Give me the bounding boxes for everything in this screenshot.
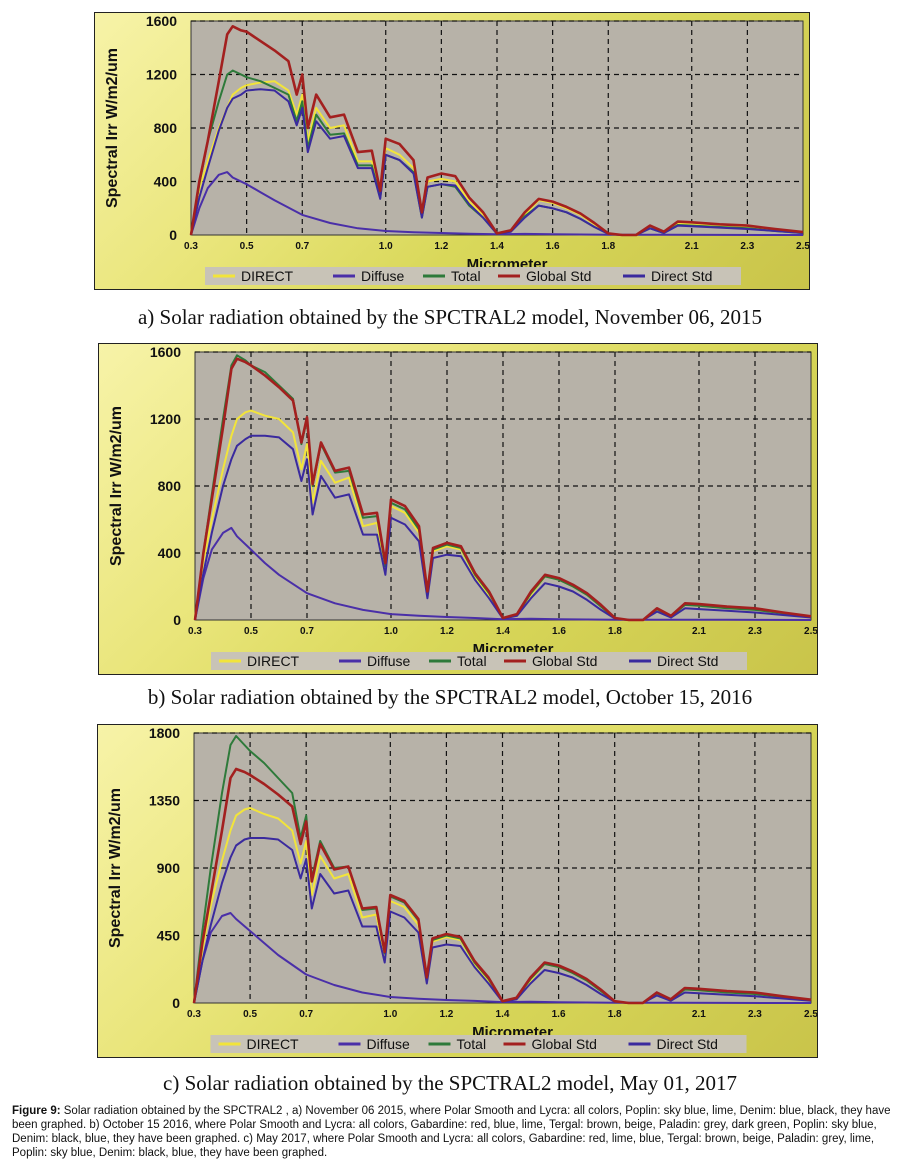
x-tick-label: 1.8: [608, 626, 622, 637]
chart-frame-b: 0 400 800 1200 1600 0.3 0.5 0.7 1.0 1.2 1.4 1.6 1.8 2…: [98, 343, 818, 675]
y-tick-label: 0: [169, 227, 177, 243]
x-tick-label: 2.3: [748, 626, 762, 637]
caption-b: b) Solar radiation obtained by the SPCTR…: [147, 685, 753, 709]
y-tick-label: 1800: [149, 725, 180, 741]
x-tick-label: 1.0: [384, 626, 398, 637]
x-tick-label: 1.8: [601, 241, 615, 252]
legend-label: Total: [451, 268, 481, 284]
y-tick-label: 0: [173, 612, 181, 628]
legend: DIRECT Diffuse Total Global Std Direct Std: [210, 1035, 747, 1053]
x-tick-label: 0.3: [188, 626, 202, 637]
x-tick-label: 2.1: [692, 1009, 706, 1020]
series-line-diffuse: [194, 526, 812, 621]
y-tick-label: 800: [154, 120, 178, 136]
y-tick-label: 1200: [150, 411, 181, 427]
y-tick-label: 450: [157, 928, 181, 944]
legend-background: [211, 652, 747, 670]
y-tick-label: 1600: [146, 13, 177, 29]
x-tick-label: 1.6: [552, 1009, 566, 1020]
y-tick-label: 0: [172, 995, 180, 1011]
series-line-diffuse: [193, 912, 812, 1004]
legend-label: Global Std: [532, 653, 597, 669]
x-tick-label: 1.2: [434, 241, 448, 252]
chart-frame-c: 0 450 900 1350 1800 0.3 0.5 0.7 1.0 1.2 1.4 1.6 1.8 2…: [97, 724, 818, 1058]
x-tick-label: 1.4: [490, 241, 504, 252]
y-tick-label: 900: [157, 860, 181, 876]
x-tick-label: 2.5: [804, 1009, 818, 1020]
legend-label: Total: [457, 1036, 487, 1052]
x-tick-label: 0.3: [187, 1009, 201, 1020]
legend-label: DIRECT: [247, 653, 300, 669]
x-tick-label: 2.5: [796, 241, 810, 252]
y-axis-label: Spectral Irr W/m2/um: [108, 406, 125, 566]
x-tick-label: 1.0: [383, 1009, 397, 1020]
x-tick-label: 1.2: [439, 1009, 453, 1020]
y-tick-label: 400: [154, 174, 178, 190]
legend-label: Diffuse: [367, 1036, 411, 1052]
legend: DIRECT Diffuse Total Global Std Direct Std: [205, 267, 741, 285]
x-tick-label: 1.4: [496, 1009, 510, 1020]
x-tick-label: 1.0: [379, 241, 393, 252]
y-tick-label: 400: [158, 545, 182, 561]
x-tick-label: 0.5: [240, 241, 254, 252]
legend-label: DIRECT: [241, 268, 294, 284]
x-tick-label: 0.7: [295, 241, 309, 252]
x-tick-label: 2.3: [748, 1009, 762, 1020]
x-tick-label: 0.3: [184, 241, 198, 252]
x-tick-label: 1.4: [496, 626, 510, 637]
legend-label: Total: [457, 653, 487, 669]
x-tick-label: 0.5: [244, 626, 258, 637]
y-tick-label: 800: [158, 478, 182, 494]
legend-label: Diffuse: [361, 268, 405, 284]
legend-label: Diffuse: [367, 653, 411, 669]
legend-background: [210, 1035, 747, 1053]
figure-note-text: Solar radiation obtained by the SPCTRAL2…: [12, 1105, 891, 1159]
x-tick-label: 2.5: [804, 626, 818, 637]
chart-frame-a: 0 400 800 1200 1600 0.3 0.5 0.7 1.0 1.2 1.4 1.6 1.8 2…: [94, 12, 810, 290]
spectral-chart-a: 0 400 800 1200 1600 0.3 0.5 0.7 1.0 1.2 1.4 1.6 1.8 2…: [104, 13, 810, 285]
legend-label: DIRECT: [247, 1036, 300, 1052]
x-tick-label: 1.2: [440, 626, 454, 637]
y-axis-label: Spectral Irr W/m2/um: [107, 788, 124, 948]
x-tick-label: 1.6: [552, 626, 566, 637]
caption-c: c) Solar radiation obtained by the SPCTR…: [163, 1071, 737, 1095]
y-axis-label: Spectral Irr W/m2/um: [104, 48, 121, 208]
legend-label: Global Std: [532, 1036, 597, 1052]
series-line-diffuse: [190, 171, 804, 236]
figure-note: Figure 9: Solar radiation obtained by th…: [12, 1104, 892, 1160]
caption-a: a) Solar radiation obtained by the SPCTR…: [137, 305, 763, 329]
x-tick-label: 1.6: [546, 241, 560, 252]
x-tick-label: 1.8: [608, 1009, 622, 1020]
legend-label: Direct Std: [657, 1036, 718, 1052]
legend: DIRECT Diffuse Total Global Std Direct Std: [211, 652, 747, 670]
x-tick-label: 0.7: [299, 1009, 313, 1020]
x-tick-label: 2.3: [740, 241, 754, 252]
y-tick-label: 1600: [150, 344, 181, 360]
x-tick-label: 2.1: [685, 241, 699, 252]
x-tick-label: 0.7: [300, 626, 314, 637]
figure-note-label: Figure 9:: [12, 1105, 61, 1117]
x-tick-label: 0.5: [243, 1009, 257, 1020]
y-tick-label: 1350: [149, 793, 180, 809]
legend-label: Global Std: [526, 268, 591, 284]
spectral-chart-c: 0 450 900 1350 1800 0.3 0.5 0.7 1.0 1.2 1.4 1.6 1.8 2…: [107, 725, 818, 1053]
series-line-global-std: [193, 357, 812, 622]
legend-background: [205, 267, 741, 285]
legend-label: Direct Std: [651, 268, 712, 284]
spectral-chart-b: 0 400 800 1200 1600 0.3 0.5 0.7 1.0 1.2 1.4 1.6 1.8 2…: [108, 344, 818, 670]
series-line-global-std: [192, 767, 812, 1005]
x-tick-label: 2.1: [692, 626, 706, 637]
y-tick-label: 1200: [146, 67, 177, 83]
series-line-global-std: [189, 25, 804, 237]
legend-label: Direct Std: [657, 653, 718, 669]
